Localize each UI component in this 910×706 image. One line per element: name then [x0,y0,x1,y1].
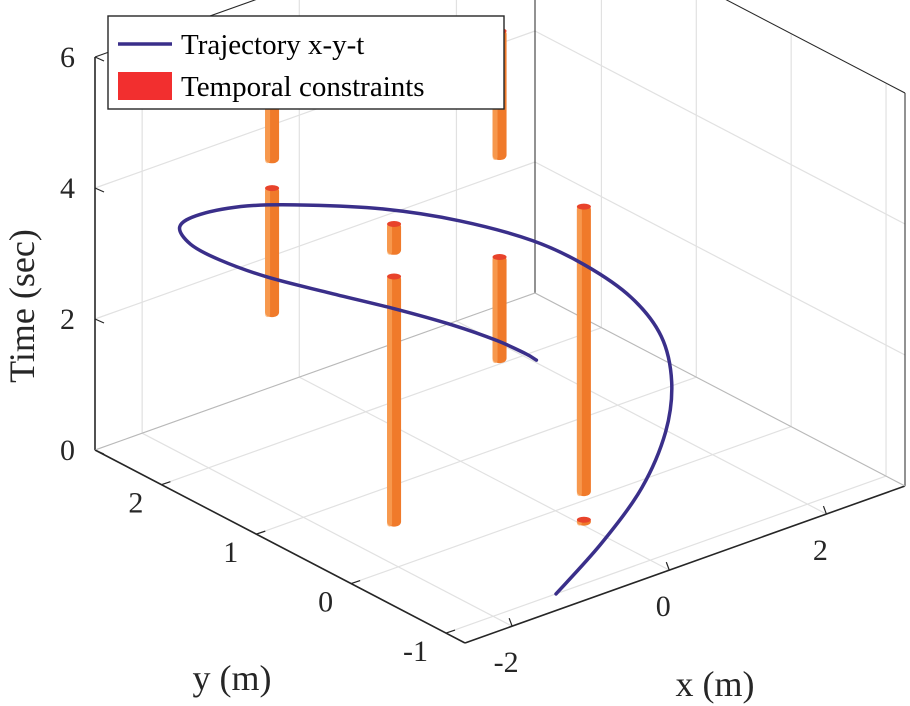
constraint-bar-highlight [265,186,271,318]
tick-labels: -2 0 2 -1 0 1 2 0 2 4 6 [60,41,828,679]
z-tick-label: 0 [60,434,75,467]
x-tick-mark [822,505,827,515]
right-grid-z [534,161,906,356]
z-axis-label: Time (sec) [2,229,42,383]
box-edge [534,292,906,487]
y-tick-mark [445,629,456,634]
z-tick-mark [94,449,105,455]
floor-grid-x [141,432,513,627]
y-tick-label: 0 [318,586,333,619]
y-tick-mark [161,481,171,486]
y-tick-label: 2 [128,487,143,520]
x-axis-label: x (m) [676,664,755,704]
constraint-bar-top [576,203,591,210]
constraint-bar-top [492,254,507,261]
box-edge [94,292,536,451]
constraint-bar-top [387,221,402,228]
x-tick-label: -2 [494,646,519,679]
constraint-bar-top [387,273,402,280]
constraint-bar-highlight [576,204,582,497]
z-tick-mark [94,318,105,324]
legend-label: Trajectory x-y-t [181,29,364,61]
right-grid-z [725,0,906,94]
series-line [177,202,674,596]
x-tick-mark [665,561,670,571]
box-edge [725,0,906,94]
x-tick-label: 0 [656,590,671,623]
y-tick-label: 1 [223,536,238,569]
z-tick-mark [94,187,105,193]
floor-grid-y [445,475,887,634]
x-tick-label: 2 [813,534,828,567]
constraint-bar-highlight [387,274,393,527]
back-grid-z [94,161,536,320]
floor-grid-y [350,426,792,585]
x-tick-mark [508,617,513,627]
z-tick-label: 6 [60,41,75,74]
y-axis-label: y (m) [193,658,272,698]
z-tick-mark [94,56,105,62]
constraint-bar-highlight [492,255,498,364]
z-tick-label: 4 [60,172,75,205]
legend-label: Temporal constraints [181,71,425,103]
legend-swatch-constraints [118,72,172,100]
constraint-bar-highlight [387,222,393,255]
constraint-bar-top [265,185,280,192]
y-tick-mark [350,580,361,585]
floor-grid-y [256,376,697,535]
data-marks [177,28,674,596]
constraint-bar-top [576,516,591,523]
y-tick-mark [256,530,266,535]
axis-labels: x (m) y (m) Time (sec) [2,229,754,704]
y-tick-label: -1 [403,635,428,668]
right-grid-z [534,30,906,225]
floor-grid-y [161,327,602,486]
y-axis-line [94,449,466,644]
x-axis-line [464,485,906,644]
floor-grid-x [456,320,827,515]
legend-box [107,15,505,110]
legend: Trajectory x-y-t Temporal constraints [107,15,505,110]
z-tick-label: 2 [60,303,75,336]
